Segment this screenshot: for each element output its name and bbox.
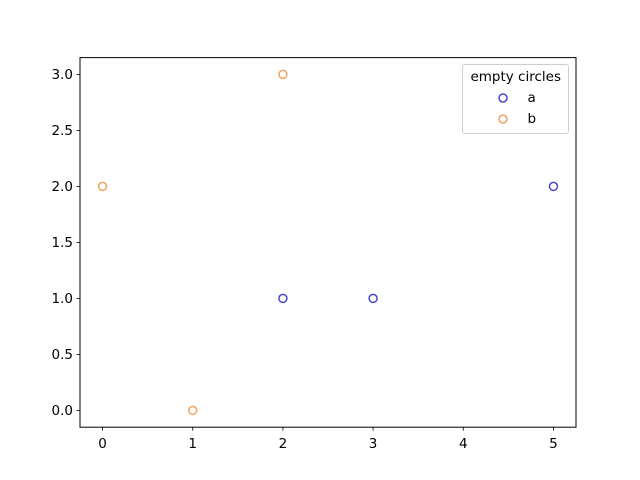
x-tick-label: 4: [459, 436, 468, 452]
legend-item-b: b: [470, 108, 561, 129]
open-circle-icon: [498, 113, 509, 124]
x-tick-label: 0: [98, 436, 107, 452]
legend: empty circles a b: [462, 64, 569, 134]
x-tick-label: 1: [188, 436, 197, 452]
y-tick-label: 0.5: [52, 347, 73, 363]
data-point-a: [368, 293, 378, 304]
data-point-b: [97, 181, 108, 192]
open-circle-icon: [498, 92, 509, 103]
y-tick-label: 0.0: [52, 403, 73, 419]
y-tick-label: 2.5: [52, 123, 73, 139]
y-tick-label: 2.0: [52, 179, 73, 195]
legend-label-a: a: [527, 89, 536, 106]
data-point-a: [278, 293, 288, 304]
x-tick-label: 2: [279, 436, 288, 452]
y-tick-label: 1.0: [52, 291, 73, 307]
legend-title: empty circles: [470, 69, 561, 85]
x-tick-label: 5: [549, 436, 558, 452]
data-point-b: [187, 405, 198, 416]
data-point-b: [278, 69, 288, 80]
y-tick-label: 3.0: [52, 67, 73, 83]
legend-label-b: b: [527, 110, 537, 127]
data-point-a: [548, 181, 559, 192]
x-tick-label: 3: [369, 436, 378, 452]
legend-item-a: a: [470, 87, 561, 108]
y-tick-label: 1.5: [52, 235, 73, 251]
